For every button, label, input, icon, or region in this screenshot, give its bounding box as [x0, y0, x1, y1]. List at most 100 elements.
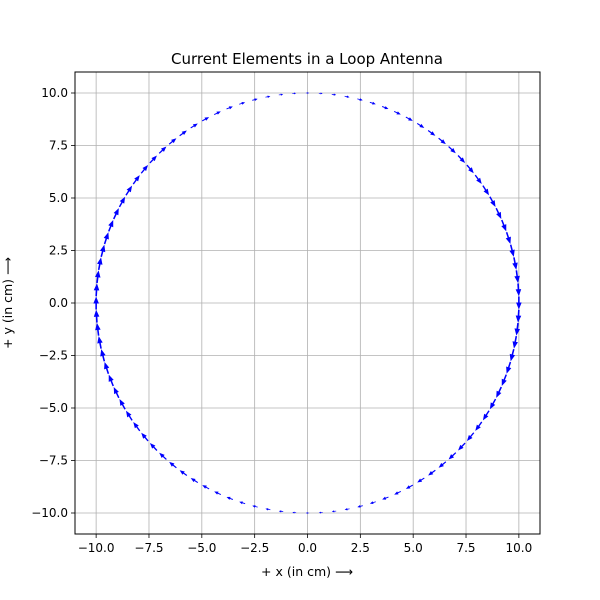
current-element-arrow — [265, 95, 271, 98]
current-element-arrow — [496, 386, 502, 398]
current-element-arrow — [149, 155, 157, 164]
current-element-arrow — [393, 110, 401, 115]
x-tick-label: −5.0 — [187, 541, 216, 555]
current-element-arrow — [99, 244, 106, 258]
current-element-arrow — [466, 432, 475, 441]
current-element-arrow — [265, 508, 271, 511]
current-element-arrow — [457, 155, 466, 163]
current-element-arrow — [514, 322, 521, 336]
current-element-arrow — [100, 349, 106, 362]
current-element-arrow — [132, 175, 140, 185]
current-element-arrow — [213, 111, 221, 116]
current-element-arrow — [448, 452, 457, 460]
x-tick-label: 10.0 — [506, 541, 533, 555]
current-element-arrow — [505, 231, 511, 245]
current-element-arrow — [428, 469, 436, 476]
current-element-arrow — [141, 432, 149, 442]
current-element-arrow — [169, 461, 177, 469]
current-element-arrow — [512, 335, 518, 349]
current-element-arrow — [168, 138, 177, 145]
current-element-arrow — [239, 101, 246, 105]
current-element-arrow — [501, 374, 507, 386]
current-element-arrow — [369, 501, 376, 505]
current-element-arrow — [292, 511, 297, 514]
x-tick-label: 5.0 — [404, 541, 423, 555]
current-element-arrow — [405, 484, 414, 489]
current-element-arrow — [344, 508, 350, 511]
current-element-arrow — [489, 398, 497, 410]
current-element-arrow — [417, 477, 425, 483]
current-element-arrow — [292, 92, 297, 95]
current-element-arrow — [318, 511, 323, 514]
current-element-arrow — [438, 461, 447, 468]
current-element-arrow — [95, 322, 101, 336]
current-element-arrow — [226, 106, 233, 110]
x-tick-label: 7.5 — [456, 541, 475, 555]
current-element-arrow — [501, 219, 507, 232]
current-element-arrow — [226, 496, 234, 500]
current-element-arrow — [305, 92, 310, 94]
current-element-arrow — [482, 185, 490, 196]
current-element-arrow — [331, 510, 337, 513]
current-element-arrow — [357, 505, 363, 508]
current-element-arrow — [357, 98, 363, 101]
y-tick-label: 2.5 — [49, 244, 68, 258]
y-tick-label: −5.0 — [39, 401, 68, 415]
current-element-arrow — [149, 443, 158, 451]
current-element-arrow — [512, 257, 518, 270]
current-element-arrow — [515, 309, 522, 323]
current-element-arrow — [475, 421, 483, 431]
current-element-arrow — [108, 374, 114, 387]
current-element-arrow — [93, 296, 99, 310]
current-element-arrow — [93, 283, 100, 297]
current-element-arrow — [97, 257, 103, 271]
current-element-arrow — [113, 387, 120, 399]
current-element-arrow — [495, 207, 502, 219]
current-element-arrow — [381, 106, 389, 110]
current-element-arrow — [159, 452, 167, 460]
current-element-arrow — [489, 196, 496, 207]
current-element-arrow — [278, 510, 284, 513]
current-element-arrow — [125, 185, 133, 196]
current-element-arrow — [482, 410, 490, 421]
current-element-arrow — [416, 122, 425, 128]
current-element-arrow — [94, 270, 101, 284]
current-element-arrow — [104, 361, 110, 375]
current-element-arrow — [190, 123, 198, 129]
current-element-arrow — [305, 512, 310, 514]
current-element-arrow — [97, 336, 103, 349]
current-element-arrow — [125, 410, 133, 421]
current-element-arrow — [252, 98, 258, 101]
current-element-arrow — [318, 92, 323, 95]
y-tick-label: −10.0 — [31, 506, 68, 520]
current-elements — [93, 92, 522, 514]
current-element-arrow — [474, 174, 482, 185]
current-element-arrow — [509, 348, 516, 362]
current-element-arrow — [133, 421, 141, 432]
current-element-arrow — [201, 117, 210, 122]
current-element-arrow — [466, 164, 474, 174]
axis-ticks: −10.0 −7.5 −5.0 −2.5 0.0 2.5 5.0 7.5 10.0 −10.0 −7… — [31, 86, 532, 555]
y-tick-label: 10.0 — [41, 86, 68, 100]
current-element-arrow — [506, 361, 512, 374]
y-tick-label: 5.0 — [49, 191, 68, 205]
current-element-arrow — [119, 399, 126, 410]
current-element-arrow — [448, 146, 456, 154]
current-element-arrow — [516, 296, 522, 310]
current-element-arrow — [369, 101, 376, 105]
current-element-arrow — [331, 93, 337, 96]
current-element-arrow — [438, 137, 446, 145]
y-tick-label: 0.0 — [49, 296, 68, 310]
current-element-arrow — [344, 95, 350, 98]
current-element-arrow — [140, 165, 149, 174]
x-tick-label: 2.5 — [351, 541, 370, 555]
current-element-arrow — [382, 496, 389, 500]
x-tick-label: −2.5 — [240, 541, 269, 555]
current-element-arrow — [113, 208, 119, 220]
x-tick-label: 0.0 — [298, 541, 317, 555]
current-element-arrow — [118, 196, 126, 208]
chart-title: Current Elements in a Loop Antenna — [171, 50, 443, 68]
current-element-arrow — [239, 501, 246, 505]
